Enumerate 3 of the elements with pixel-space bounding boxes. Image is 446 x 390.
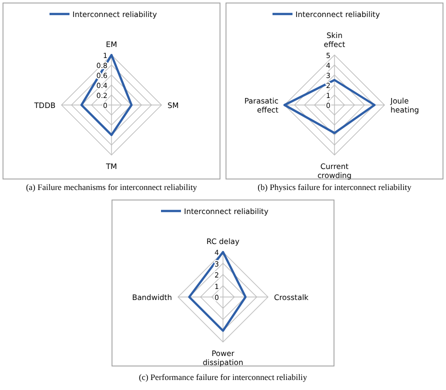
text: (b) Physics failure for interconnect reliability: [258, 182, 412, 192]
text: (c) Performance failure for interconnect reliabiliy: [138, 372, 308, 382]
text: (a) Failure mechanisms for interconnect reliability: [26, 182, 198, 192]
